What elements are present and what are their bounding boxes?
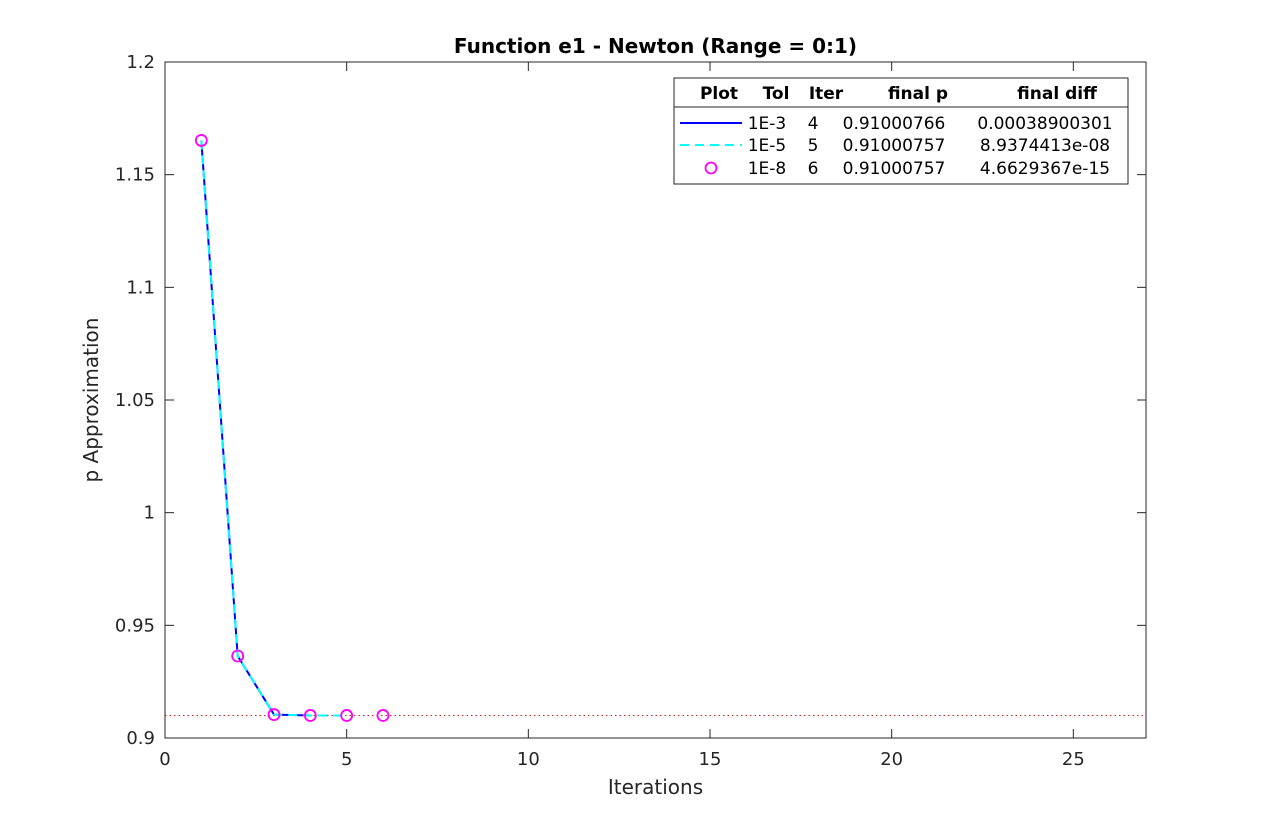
- legend-header-tol: Tol: [763, 84, 790, 104]
- series-point-2: [340, 709, 354, 722]
- series-point-2: [376, 709, 390, 722]
- legend-cell-iter: 6: [808, 159, 819, 179]
- legend-cell-final-p: 0.91000766: [843, 114, 946, 134]
- series-point-2: [194, 134, 208, 147]
- x-tick-label: 15: [699, 749, 722, 770]
- x-tick-label: 10: [517, 749, 540, 770]
- x-tick-label: 0: [159, 749, 170, 770]
- y-axis-label: p Approximation: [79, 318, 103, 483]
- legend-box: [673, 77, 1129, 185]
- series-point-2: [267, 708, 281, 721]
- x-tick-label: 20: [880, 749, 903, 770]
- legend-cell-final-p: 0.91000757: [843, 136, 946, 156]
- x-tick-label: 25: [1062, 749, 1085, 770]
- legend-cell-final-diff: 8.9374413e-08: [980, 136, 1110, 156]
- legend-cell-tol: 1E-3: [748, 114, 787, 134]
- legend-header-plot: Plot: [700, 84, 738, 104]
- legend-cell-tol: 1E-8: [748, 159, 787, 179]
- y-tick-label: 1.2: [126, 52, 155, 73]
- legend-cell-final-p: 0.91000757: [843, 159, 946, 179]
- series-point-2: [231, 649, 245, 663]
- legend-header-iter: Iter: [809, 84, 844, 104]
- legend-header-final-p: final p: [888, 84, 948, 104]
- series-line-1: [200, 140, 347, 717]
- legend-cell-tol: 1E-5: [748, 136, 787, 156]
- legend-header-final-diff: final diff: [1017, 84, 1097, 104]
- legend-rows: 1E-3 4 0.91000766 0.00038900301 1E-5 5 0.91000…: [680, 114, 1113, 179]
- legend-cell-iter: 4: [808, 114, 819, 134]
- legend-cell-final-diff: 0.00038900301: [977, 114, 1112, 134]
- y-tick-label: 1: [144, 503, 155, 524]
- axis-ticks: 0 5 10 15 20 25 0.9 0.95 1 1.05 1.1 1.15 1.2: [115, 52, 1146, 770]
- y-tick-label: 1.05: [115, 390, 155, 411]
- y-tick-label: 1.1: [126, 277, 155, 298]
- x-axis-label: Iterations: [608, 775, 703, 799]
- legend-cell-iter: 5: [808, 136, 819, 156]
- series-point-2: [303, 709, 317, 722]
- legend-swatch-2: [704, 161, 718, 175]
- x-tick-label: 5: [341, 749, 352, 770]
- y-tick-label: 0.9: [126, 728, 155, 749]
- chart-title: Function e1 - Newton (Range = 0:1): [454, 34, 857, 58]
- y-tick-label: 0.95: [115, 615, 155, 636]
- legend-cell-final-diff: 4.6629367e-15: [980, 159, 1110, 179]
- plot-area: [165, 134, 1146, 722]
- legend: Plot Tol Iter final p final diff 1E-3 4 0.…: [673, 77, 1129, 185]
- y-tick-label: 1.15: [115, 165, 155, 186]
